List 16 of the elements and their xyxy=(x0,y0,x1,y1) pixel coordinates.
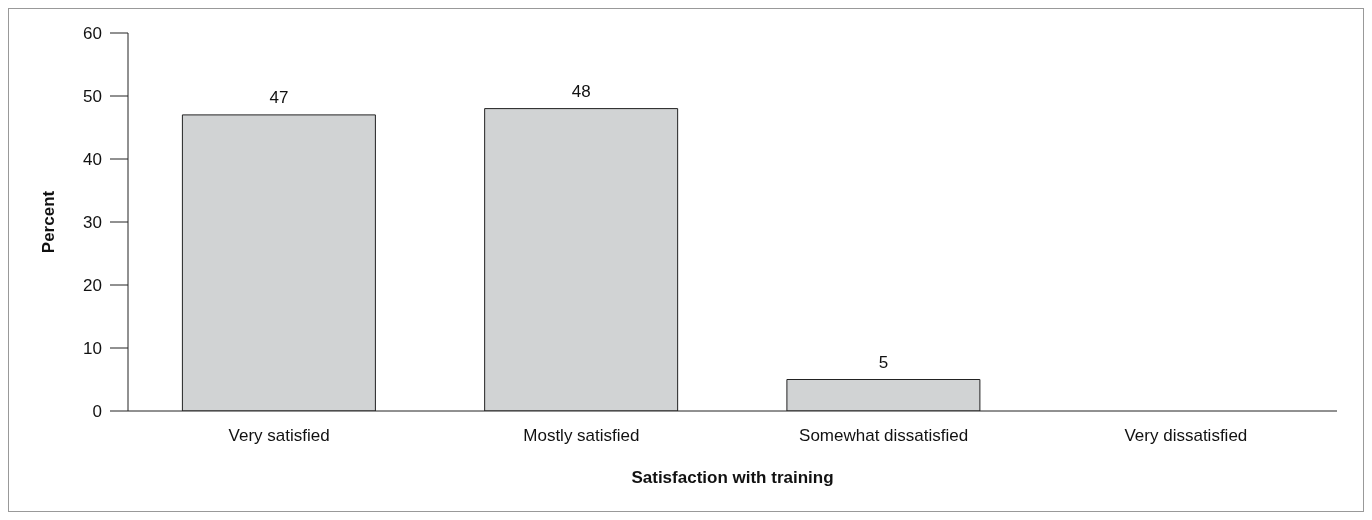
x-tick-label: Mostly satisfied xyxy=(523,426,640,446)
y-tick-label: 10 xyxy=(83,339,102,359)
y-tick-label: 30 xyxy=(83,213,102,233)
y-axis-title: Percent xyxy=(39,190,59,254)
y-tick-label: 20 xyxy=(83,276,102,296)
x-tick-label: Very dissatisfied xyxy=(1124,426,1248,446)
data-label: 5 xyxy=(878,352,889,372)
y-tick-label: 50 xyxy=(83,87,102,107)
data-label: 48 xyxy=(571,81,591,101)
y-tick-label: 60 xyxy=(83,24,102,44)
x-tick-label: Somewhat dissatisfied xyxy=(799,426,969,446)
data-label: 47 xyxy=(269,87,289,107)
y-tick-label: 0 xyxy=(92,402,102,422)
x-axis-title: Satisfaction with training xyxy=(631,468,834,487)
x-tick-label: Very satisfied xyxy=(228,426,330,446)
y-tick-label: 40 xyxy=(83,150,102,170)
